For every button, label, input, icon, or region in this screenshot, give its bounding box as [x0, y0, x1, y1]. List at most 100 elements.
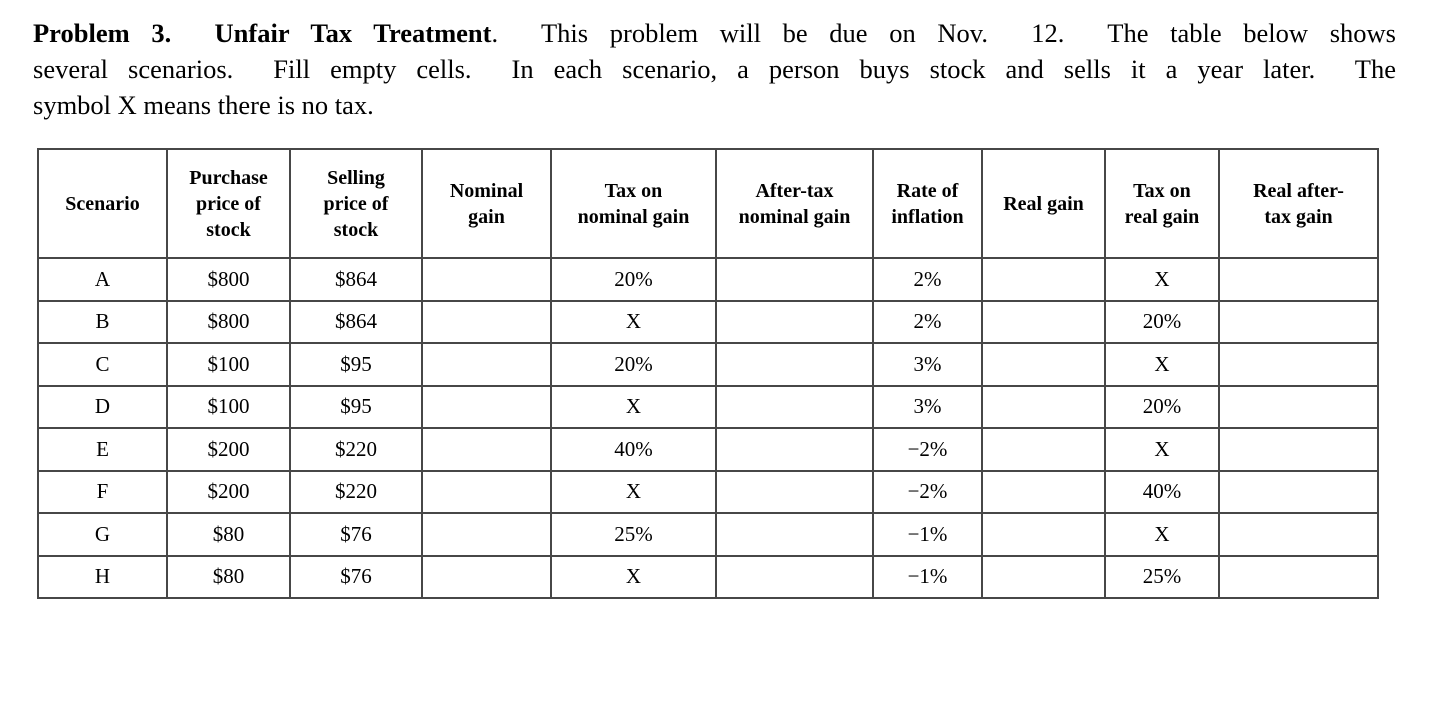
table-cell: −2% [872, 469, 983, 514]
empty-cell [421, 257, 552, 302]
table-cell: X [1104, 342, 1220, 387]
column-header: Selling price of stock [289, 148, 423, 259]
table-cell: $80 [166, 554, 291, 599]
empty-cell [1218, 512, 1379, 557]
table-cell: E [37, 427, 168, 472]
table-row: B $800 $864 X 2% 20% [37, 299, 1379, 344]
empty-cell [421, 342, 552, 387]
table-cell: 40% [550, 427, 717, 472]
empty-cell [981, 427, 1106, 472]
empty-cell [715, 469, 874, 514]
table-cell: X [1104, 257, 1220, 302]
empty-cell [981, 384, 1106, 429]
table-cell: F [37, 469, 168, 514]
table-cell: 3% [872, 342, 983, 387]
empty-cell [981, 469, 1106, 514]
column-header: Tax on real gain [1104, 148, 1220, 259]
table-row: H $80 $76 X −1% 25% [37, 554, 1379, 599]
empty-cell [981, 342, 1106, 387]
problem-text-line-2: several scenarios. Fill empty cells. In … [33, 54, 1396, 84]
empty-cell [1218, 257, 1379, 302]
empty-cell [715, 384, 874, 429]
empty-cell [981, 554, 1106, 599]
table-cell: 25% [550, 512, 717, 557]
empty-cell [421, 554, 552, 599]
column-header: Scenario [37, 148, 168, 259]
table-cell: 20% [1104, 299, 1220, 344]
table-cell: X [550, 469, 717, 514]
table-cell: A [37, 257, 168, 302]
table-row: D $100 $95 X 3% 20% [37, 384, 1379, 429]
empty-cell [421, 427, 552, 472]
table-cell: 40% [1104, 469, 1220, 514]
table-cell: 2% [872, 257, 983, 302]
table-cell: −1% [872, 554, 983, 599]
table-cell: $100 [166, 342, 291, 387]
table-cell: X [550, 299, 717, 344]
column-header: Tax on nominal gain [550, 148, 717, 259]
column-header: Real after- tax gain [1218, 148, 1379, 259]
column-header: Real gain [981, 148, 1106, 259]
table-cell: 25% [1104, 554, 1220, 599]
table-cell: $76 [289, 554, 423, 599]
table-cell: 2% [872, 299, 983, 344]
empty-cell [715, 257, 874, 302]
table-cell: $800 [166, 299, 291, 344]
empty-cell [715, 427, 874, 472]
empty-cell [715, 299, 874, 344]
empty-cell [715, 554, 874, 599]
problem-text-line-1: . This problem will be due on Nov. 12. T… [491, 18, 1396, 48]
empty-cell [1218, 384, 1379, 429]
empty-cell [1218, 469, 1379, 514]
table-cell: $220 [289, 469, 423, 514]
problem-line-1: Problem 3. Unfair Tax Treatment. This pr… [33, 15, 1396, 51]
empty-cell [1218, 299, 1379, 344]
table-cell: D [37, 384, 168, 429]
empty-cell [715, 512, 874, 557]
scenario-table: Scenario Purchase price of stock Selling p… [37, 148, 1379, 599]
column-header: Rate of inflation [872, 148, 983, 259]
column-header: Purchase price of stock [166, 148, 291, 259]
empty-cell [421, 512, 552, 557]
table-cell: 20% [550, 257, 717, 302]
table-row: E $200 $220 40% −2% X [37, 427, 1379, 472]
empty-cell [1218, 342, 1379, 387]
empty-cell [421, 469, 552, 514]
table-cell: H [37, 554, 168, 599]
table-cell: $864 [289, 257, 423, 302]
table-row: A $800 $864 20% 2% X [37, 257, 1379, 302]
empty-cell [421, 384, 552, 429]
table-cell: $95 [289, 342, 423, 387]
empty-cell [981, 299, 1106, 344]
table-cell: −2% [872, 427, 983, 472]
table-cell: $220 [289, 427, 423, 472]
table-cell: $800 [166, 257, 291, 302]
table-row: G $80 $76 25% −1% X [37, 512, 1379, 557]
table-cell: −1% [872, 512, 983, 557]
table-cell: $200 [166, 469, 291, 514]
table-cell: X [550, 554, 717, 599]
table-cell: $200 [166, 427, 291, 472]
table-header-row: Scenario Purchase price of stock Selling p… [37, 148, 1379, 259]
table-cell: G [37, 512, 168, 557]
empty-cell [1218, 554, 1379, 599]
table-cell: B [37, 299, 168, 344]
table-header-row-inner: Scenario Purchase price of stock Selling p… [37, 148, 1379, 259]
table-cell: 3% [872, 384, 983, 429]
table-cell: X [1104, 512, 1220, 557]
column-header: Nominal gain [421, 148, 552, 259]
table-row: C $100 $95 20% 3% X [37, 342, 1379, 387]
column-header: After-tax nominal gain [715, 148, 874, 259]
table-cell: $76 [289, 512, 423, 557]
table-cell: X [1104, 427, 1220, 472]
problem-statement: Problem 3. Unfair Tax Treatment. This pr… [33, 15, 1396, 123]
table-cell: $95 [289, 384, 423, 429]
table-cell: $80 [166, 512, 291, 557]
problem-title: Problem 3. Unfair Tax Treatment [33, 18, 492, 48]
empty-cell [1218, 427, 1379, 472]
table-row: F $200 $220 X −2% 40% [37, 469, 1379, 514]
empty-cell [421, 299, 552, 344]
table-cell: $864 [289, 299, 423, 344]
table-cell: 20% [550, 342, 717, 387]
